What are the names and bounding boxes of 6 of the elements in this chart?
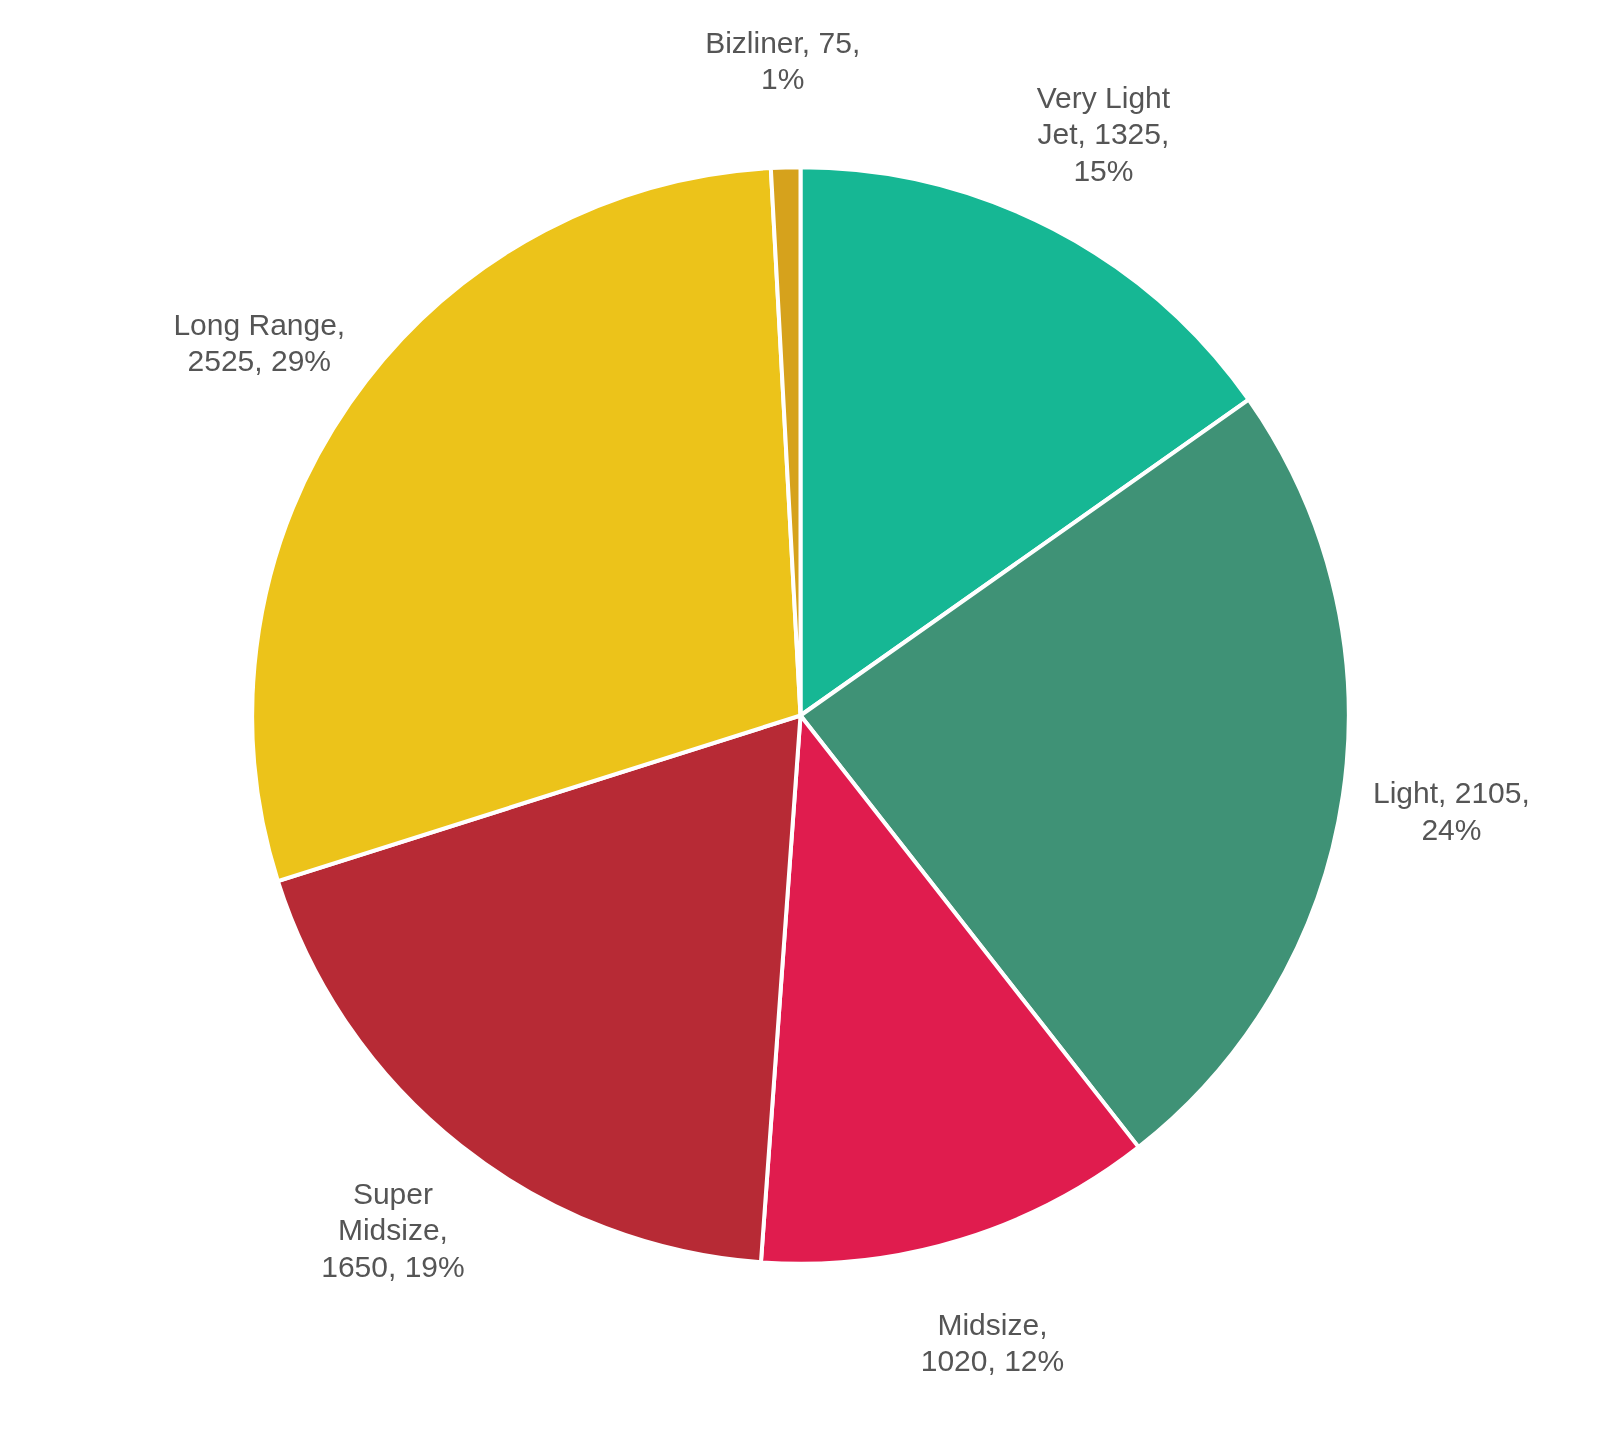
- slice-label: Long Range, 2525, 29%: [173, 308, 346, 378]
- slice-label: Light, 2105, 24%: [1373, 776, 1530, 846]
- slice-label: Bizliner, 75, 1%: [705, 25, 861, 96]
- slice-label: Midsize, 1020, 12%: [920, 1307, 1065, 1378]
- slice-label: Super Midsize, 1650, 19%: [321, 1177, 465, 1283]
- slice-label: Very Light Jet, 1325, 15%: [1036, 80, 1171, 187]
